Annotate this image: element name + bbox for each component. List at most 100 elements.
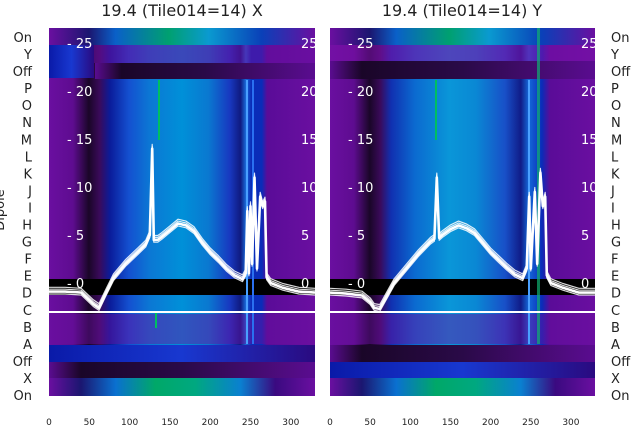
left-band-dark-top bbox=[95, 63, 315, 79]
right-overlay-tick-label-edge: 10 bbox=[581, 181, 598, 196]
right-row-label: On bbox=[611, 31, 629, 46]
left-band-y bbox=[49, 45, 315, 63]
left-row-label: L bbox=[25, 150, 33, 165]
left-overlay-tick-label-edge: 15 bbox=[301, 133, 318, 148]
left-band-b bbox=[49, 314, 315, 344]
left-overlay-tick-label-edge: 0 bbox=[301, 277, 309, 292]
left-row-label: Off bbox=[13, 355, 33, 370]
x-tick-labels: 0 50 100 150 200 250 300 0 50 100 150 200 250 300 bbox=[46, 418, 580, 428]
left-x-tick-label: 0 bbox=[46, 418, 52, 428]
left-heatmap-panel bbox=[49, 28, 315, 396]
right-band-y bbox=[330, 45, 595, 61]
right-overlay-tick-label-edge: 20 bbox=[581, 85, 598, 100]
left-row-label: X bbox=[23, 372, 32, 387]
right-row-label: D bbox=[611, 287, 621, 302]
left-overlay-tick-label-edge: 10 bbox=[301, 181, 318, 196]
right-row-label: H bbox=[611, 219, 621, 234]
right-band-off-top bbox=[330, 61, 595, 79]
left-row-label: On bbox=[14, 389, 32, 404]
right-green-streak-1 bbox=[435, 80, 437, 140]
right-row-label: C bbox=[611, 304, 620, 319]
right-overlay-tick-label-edge: 15 bbox=[581, 133, 598, 148]
left-row-label: B bbox=[23, 321, 32, 336]
left-green-streak-2 bbox=[155, 313, 157, 328]
left-row-label: O bbox=[22, 99, 32, 114]
left-row-label: E bbox=[24, 270, 32, 285]
left-row-label: A bbox=[23, 338, 32, 353]
left-row-label: D bbox=[22, 287, 32, 302]
left-row-label: Y bbox=[23, 48, 32, 63]
right-row-label: F bbox=[611, 253, 618, 268]
right-panel-title: 19.4 (Tile014=14) Y bbox=[382, 1, 543, 20]
left-band-off-top bbox=[49, 45, 94, 78]
left-row-label: On bbox=[14, 31, 32, 46]
right-row-label: B bbox=[611, 321, 620, 336]
right-row-label: Y bbox=[610, 48, 619, 63]
right-row-label: P bbox=[611, 82, 619, 97]
right-overlay-curve bbox=[329, 167, 595, 306]
left-row-label: F bbox=[25, 253, 32, 268]
right-row-label: X bbox=[611, 372, 620, 387]
right-x-tick-label: 100 bbox=[402, 418, 419, 428]
right-row-label: On bbox=[611, 389, 629, 404]
left-row-label: I bbox=[28, 201, 32, 216]
left-overlay-tick-label-edge: 25 bbox=[301, 37, 318, 52]
left-x-tick-label: 300 bbox=[282, 418, 299, 428]
right-overlay-tick-label: - 0 bbox=[348, 277, 365, 292]
right-overlay-tick-label: - 5 bbox=[348, 229, 365, 244]
left-x-tick-label: 150 bbox=[161, 418, 178, 428]
right-band-off-bottom bbox=[330, 345, 595, 362]
right-band-on-bottom bbox=[330, 378, 595, 396]
left-overlay-curve bbox=[49, 150, 316, 311]
left-row-label: G bbox=[22, 236, 32, 251]
y-axis-label: Dipole bbox=[0, 189, 8, 230]
left-row-label: J bbox=[27, 184, 32, 199]
left-row-label: P bbox=[24, 82, 32, 97]
left-overlay-tick-label: - 15 bbox=[67, 133, 92, 148]
overlay-tick-labels: - 25 25 - 20 20 - 15 15 - 10 10 - 5 5 - 0 0 - 25 25 - … bbox=[67, 37, 598, 292]
right-row-label: A bbox=[611, 338, 620, 353]
left-panel-title: 19.4 (Tile014=14) X bbox=[101, 1, 263, 20]
right-heatmap-panel bbox=[330, 28, 595, 396]
right-band-b bbox=[330, 314, 595, 344]
right-overlay-tick-label: - 25 bbox=[348, 37, 373, 52]
left-green-streak-1 bbox=[158, 80, 160, 140]
left-overlay-tick-label: - 25 bbox=[67, 37, 92, 52]
right-row-label: G bbox=[611, 236, 621, 251]
right-x-tick-label: 300 bbox=[562, 418, 579, 428]
left-band-off-bottom bbox=[49, 345, 315, 362]
right-overlay-tick-label-edge: 25 bbox=[581, 37, 598, 52]
left-row-label: N bbox=[22, 116, 32, 131]
right-x-tick-label: 50 bbox=[364, 418, 376, 428]
right-row-label: O bbox=[611, 99, 621, 114]
right-row-label: I bbox=[611, 201, 615, 216]
right-row-label: J bbox=[610, 184, 615, 199]
row-labels: OnYOffPONMLKJIHGFEDCBAOffXOnOnYOffPONMLK… bbox=[13, 31, 631, 404]
left-band-d-black bbox=[49, 279, 315, 295]
right-x-tick-label: 0 bbox=[327, 418, 333, 428]
right-x-tick-label: 250 bbox=[522, 418, 539, 428]
left-x-tick-label: 250 bbox=[242, 418, 259, 428]
left-band-x-bottom bbox=[49, 362, 315, 378]
right-overlay-tick-label-edge: 0 bbox=[581, 277, 589, 292]
left-row-label: H bbox=[22, 219, 32, 234]
left-heatmap-base bbox=[49, 28, 315, 396]
left-overlay-tick-label-edge: 20 bbox=[301, 85, 318, 100]
right-green-streak-2 bbox=[537, 28, 540, 344]
left-x-tick-label: 200 bbox=[202, 418, 219, 428]
right-row-label: E bbox=[611, 270, 619, 285]
right-row-label: M bbox=[611, 133, 622, 148]
right-overlay-tick-label: - 15 bbox=[348, 133, 373, 148]
right-row-label: N bbox=[611, 116, 621, 131]
left-overlay-tick-label-edge: 5 bbox=[301, 229, 309, 244]
left-row-label: M bbox=[21, 133, 32, 148]
right-row-label: Off bbox=[611, 65, 631, 80]
left-overlay-tick-label: - 20 bbox=[67, 85, 92, 100]
left-x-tick-label: 100 bbox=[121, 418, 138, 428]
right-heatmap-base bbox=[330, 28, 595, 396]
left-row-label: K bbox=[23, 167, 32, 182]
left-row-label: Off bbox=[13, 65, 33, 80]
left-overlay-tick-label: - 10 bbox=[67, 181, 92, 196]
right-row-label: K bbox=[611, 167, 620, 182]
